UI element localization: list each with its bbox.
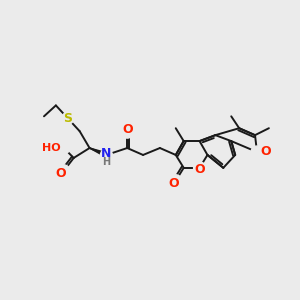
Circle shape	[170, 175, 182, 187]
Circle shape	[100, 149, 112, 161]
Circle shape	[58, 142, 70, 154]
Text: HO: HO	[42, 143, 61, 153]
Circle shape	[58, 165, 70, 177]
Text: O: O	[194, 163, 205, 176]
Text: S: S	[63, 112, 72, 125]
Circle shape	[121, 126, 133, 138]
Circle shape	[62, 112, 74, 124]
Text: O: O	[122, 123, 133, 136]
Text: O: O	[260, 146, 271, 158]
Text: N: N	[101, 148, 112, 160]
Circle shape	[194, 162, 206, 174]
Text: O: O	[56, 167, 66, 180]
Polygon shape	[90, 148, 107, 157]
Circle shape	[251, 146, 263, 158]
Text: O: O	[169, 177, 179, 190]
Text: H: H	[102, 157, 110, 167]
